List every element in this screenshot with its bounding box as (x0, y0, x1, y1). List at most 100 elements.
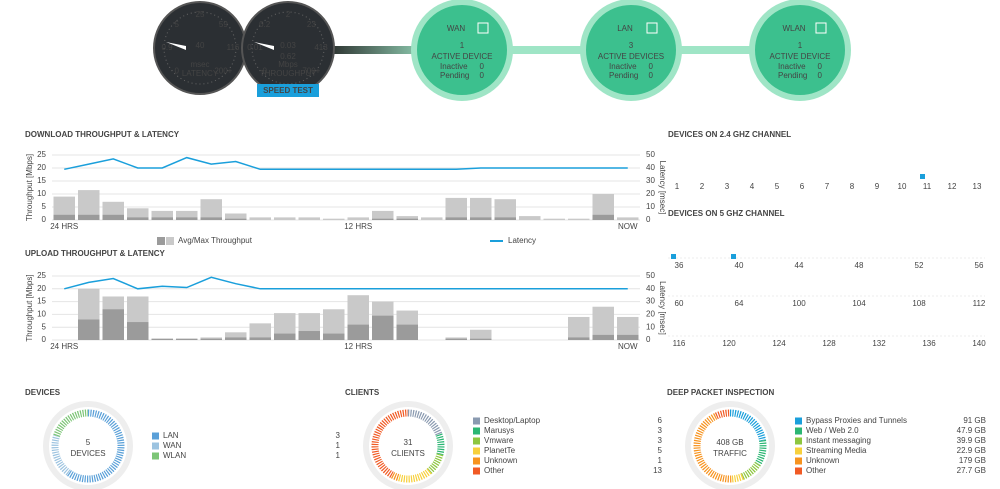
gauge-scale: 59 (219, 20, 228, 29)
gauge-label: LATENCY (182, 69, 219, 78)
legend-icon (473, 467, 480, 475)
avg-bar (617, 334, 639, 340)
y-tick-label: 0 (42, 335, 47, 344)
max-bar (78, 190, 100, 220)
network-circle (411, 0, 513, 101)
max-bar (200, 199, 222, 220)
section-title: DEEP PACKET INSPECTION (667, 388, 775, 397)
channel-label: 112 (973, 299, 986, 308)
device-marker (920, 174, 925, 179)
channel-label: 116 (673, 339, 686, 348)
y-axis-label: Throughput [Mbps] (25, 154, 34, 221)
item-value: 1 (658, 456, 663, 465)
item-name: Instant messaging (806, 436, 871, 445)
inactive-label: Inactive (609, 62, 637, 71)
max-bar (225, 332, 247, 340)
channel-label: 1 (675, 182, 680, 191)
network-icon (477, 22, 489, 34)
legend-icon (152, 442, 159, 450)
max-bar (445, 197, 467, 220)
network-name: WAN (447, 24, 466, 33)
gauge-scale: 0.2 (259, 20, 271, 29)
gauge-value: 40 (196, 41, 205, 50)
y2-axis-label: Latency [msec] (658, 161, 667, 215)
avg-bar (445, 217, 467, 220)
legend-icon (473, 437, 480, 445)
network-circle (749, 0, 851, 101)
max-bar (568, 218, 590, 220)
item-value: 22.9 GB (957, 446, 986, 455)
gauge-scale: 0 (262, 66, 267, 75)
y2-tick-label: 30 (646, 176, 655, 185)
pending-value: 0 (818, 71, 823, 80)
network-count: 3 (629, 41, 634, 50)
network-status: ACTIVE DEVICES (598, 52, 664, 61)
network-icon (646, 22, 658, 34)
network-count: 1 (460, 41, 465, 50)
legend-icon (795, 437, 802, 445)
section-title: DEVICES (25, 388, 61, 397)
channel-label: 60 (675, 299, 684, 308)
network-icon (815, 22, 827, 34)
x-tick-label: 12 HRS (344, 342, 372, 351)
avg-bar (372, 315, 394, 340)
pending-value: 0 (649, 71, 654, 80)
gauge-scale: 0.9 (161, 43, 173, 52)
donut-segment (407, 409, 443, 436)
channel-label: 8 (850, 182, 855, 191)
max-bar (347, 217, 369, 220)
gauge-label: THROUGHPUT (260, 69, 317, 78)
avg-bar (176, 338, 198, 340)
legend-icon (795, 447, 802, 455)
y2-tick-label: 30 (646, 297, 655, 306)
legend-icon (152, 432, 159, 440)
max-bar (274, 217, 296, 220)
channel-label: 64 (735, 299, 744, 308)
y-tick-label: 0 (42, 215, 47, 224)
chart-title: UPLOAD THROUGHPUT & LATENCY (25, 249, 166, 258)
gauge-scale: 0.01 (247, 43, 263, 52)
channel-label: 56 (975, 261, 984, 270)
y2-tick-label: 20 (646, 189, 655, 198)
channel-label: 9 (875, 182, 880, 191)
x-tick-label: 24 HRS (50, 342, 78, 351)
channel-label: 108 (912, 299, 926, 308)
item-name: Other (484, 466, 504, 475)
y2-tick-label: 10 (646, 202, 655, 211)
channel-label: 7 (825, 182, 830, 191)
network-count: 1 (798, 41, 803, 50)
max-bar (396, 216, 418, 220)
avg-bar (568, 337, 590, 340)
network-status: ACTIVE DEVICE (432, 52, 493, 61)
channel-label: 3 (725, 182, 730, 191)
avg-bar (323, 333, 345, 340)
speed-test-button[interactable] (257, 84, 319, 97)
y2-tick-label: 50 (646, 150, 655, 159)
max-bar (592, 194, 614, 220)
avg-bar (53, 214, 75, 220)
item-name: Streaming Media (806, 446, 867, 455)
item-name: PlanetTe (484, 446, 516, 455)
max-bar (249, 217, 271, 220)
y-tick-label: 10 (37, 310, 46, 319)
y-tick-label: 5 (42, 202, 47, 211)
avg-bar (225, 218, 247, 220)
avg-bar (274, 333, 296, 340)
gauge-ring (163, 11, 237, 85)
donut-segment (714, 409, 731, 420)
channel-label: 52 (915, 261, 924, 270)
pending-label: Pending (609, 71, 638, 80)
max-bar (249, 323, 271, 340)
y-tick-label: 20 (37, 163, 46, 172)
channel-label: 40 (735, 261, 744, 270)
network-status: ACTIVE DEVICE (770, 52, 831, 61)
max-bar (176, 210, 198, 220)
gauge-unit: msec (190, 60, 209, 69)
channel-label: 124 (772, 339, 786, 348)
channel-label: 48 (855, 261, 864, 270)
max-bar (151, 210, 173, 220)
gauge-scale: 23 (307, 20, 316, 29)
channel-label: 4 (750, 182, 755, 191)
channel-label: 140 (972, 339, 986, 348)
gauge-secondary: 0.62 (280, 52, 296, 61)
